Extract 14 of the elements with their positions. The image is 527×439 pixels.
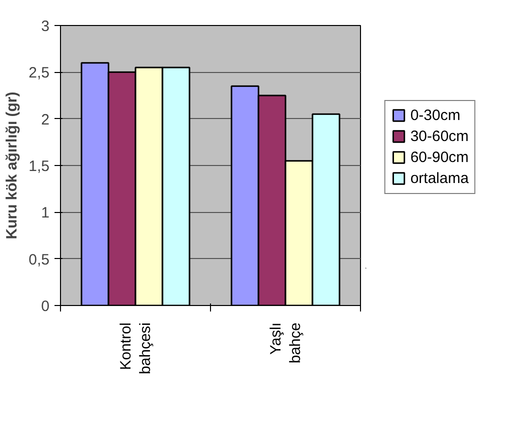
y-tick-label: 1 [41, 204, 50, 222]
legend-label: 60-90cm [410, 148, 469, 166]
y-tick-label: 2,5 [28, 64, 50, 82]
legend-label: 0-30cm [410, 106, 460, 124]
x-tick-label: Kontrol bahçesi [117, 322, 154, 374]
y-tick-label: 0,5 [28, 251, 50, 268]
x-tick-label: Yaşlı bahçe [267, 322, 304, 364]
y-tick-label: 3 [41, 18, 50, 35]
y-tick-label: 1,5 [28, 158, 50, 175]
legend-label: ortalama [410, 170, 469, 186]
legend-label: 30-60cm [410, 128, 469, 144]
y-tick-label: 0 [41, 298, 50, 315]
y-axis-title: Kuru kök ağırlığı (gr) [4, 92, 21, 240]
y-tick-label: 2 [41, 111, 50, 128]
